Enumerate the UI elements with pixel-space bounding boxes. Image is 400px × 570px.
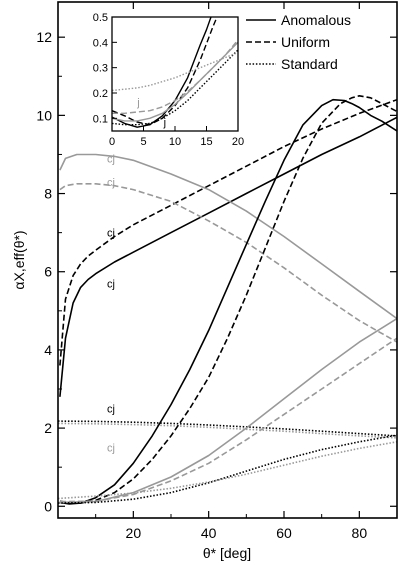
series-line-11-dotted	[58, 434, 397, 504]
x-tick-label-20: 20	[126, 525, 142, 541]
main-curve-label-4: cj	[107, 278, 115, 290]
main-axes-group: 20 40 60 80 0 2 4 6 8 10 12	[36, 2, 397, 541]
series-line-8-dashed	[59, 95, 397, 504]
inset-x-tick-label-0: 0	[109, 136, 115, 148]
main-curve-label-2: cj	[107, 177, 115, 189]
series-line-7-solid	[59, 98, 397, 505]
x-tick-label-60: 60	[276, 525, 292, 541]
y-tick-label-6: 6	[44, 264, 52, 280]
inset-axes-group: 0 5 10 15 20 0.1 0.2 0.3 0.4 0.5	[93, 12, 244, 148]
series-line-1-solid	[59, 116, 397, 397]
series-line-4-dashed	[59, 183, 397, 343]
series-line-6-dotted	[112, 51, 238, 92]
y-tick-label-10: 10	[36, 107, 52, 123]
series-line-3-solid	[59, 153, 397, 320]
x-axis-label: θ* [deg]	[203, 545, 251, 561]
series-line-2-dashed	[59, 98, 397, 366]
series-line-4-dashed	[112, 39, 238, 114]
y-tick-label-0: 0	[44, 498, 52, 514]
main-curve-label-5: cj	[107, 404, 115, 416]
inset-frame	[111, 16, 239, 132]
y-tick-label-4: 4	[44, 342, 52, 358]
series-line-12-dotted	[58, 441, 397, 500]
x-tick-label-40: 40	[201, 525, 217, 541]
series-line-6-dotted	[58, 422, 397, 439]
inset-x-tick-label-15: 15	[200, 136, 212, 148]
y-tick-label-12: 12	[36, 29, 52, 45]
main-curve-label-1: cj	[107, 153, 115, 165]
y-tick-label-8: 8	[44, 186, 52, 202]
y-axis-label: αX,eff(θ*)	[11, 230, 27, 289]
series-line-2-dashed	[112, 17, 218, 126]
main-curves-group	[58, 95, 397, 505]
main-curve-label-6: cj	[107, 443, 115, 455]
inset-x-tick-label-10: 10	[169, 136, 181, 148]
series-line-5-dotted	[58, 420, 397, 437]
main-curve-labels-group: cj cj cj cj cj cj	[107, 153, 115, 454]
inset-background	[112, 17, 238, 131]
main-curve-label-3: cj	[107, 228, 115, 240]
inset-y-tick-label-0.2: 0.2	[93, 88, 108, 100]
x-tick-label-80: 80	[352, 525, 368, 541]
main-plot-frame	[57, 1, 398, 519]
legend-label-dashed: Uniform	[281, 34, 330, 50]
inset-curves-group	[112, 17, 238, 128]
legend-label-dotted: Standard	[281, 56, 338, 72]
inset-y-tick-label-0.5: 0.5	[93, 12, 108, 24]
inset-x-tick-label-20: 20	[232, 136, 244, 148]
inset-x-tick-label-5: 5	[140, 136, 146, 148]
series-line-5-dotted	[112, 49, 238, 126]
inset-curve-labels-group: jj	[136, 97, 166, 129]
inset-curve-label-1: j	[136, 97, 139, 109]
inset-y-tick-label-0.1: 0.1	[93, 113, 108, 125]
legend: Anomalous Uniform Standard	[246, 12, 351, 72]
inset-y-tick-label-0.4: 0.4	[93, 37, 108, 49]
legend-label-solid: Anomalous	[281, 12, 351, 28]
y-tick-label-2: 2	[44, 420, 52, 436]
series-line-10-dashed	[59, 337, 397, 503]
inset-curve-label-2: j	[163, 117, 166, 129]
inset-y-tick-label-0.3: 0.3	[93, 63, 108, 75]
